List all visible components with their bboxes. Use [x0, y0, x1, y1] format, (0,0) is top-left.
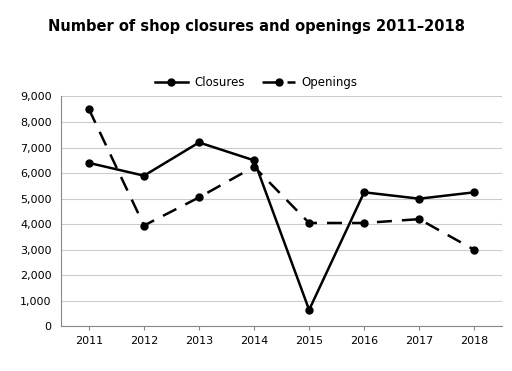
Line: Closures: Closures — [86, 139, 478, 313]
Closures — [361, 190, 367, 194]
Closures — [196, 140, 202, 145]
Closures — [471, 190, 477, 194]
Closures — [141, 174, 147, 178]
Openings — [306, 221, 312, 225]
Text: Number of shop closures and openings 2011–2018: Number of shop closures and openings 201… — [48, 19, 464, 33]
Openings — [416, 217, 422, 221]
Closures — [86, 161, 92, 165]
Openings — [471, 247, 477, 252]
Line: Openings: Openings — [86, 106, 478, 253]
Closures — [251, 158, 257, 162]
Openings — [251, 164, 257, 169]
Openings — [196, 195, 202, 200]
Openings — [141, 223, 147, 228]
Legend: Closures, Openings: Closures, Openings — [152, 73, 360, 93]
Openings — [86, 107, 92, 111]
Closures — [416, 197, 422, 201]
Closures — [306, 308, 312, 312]
Openings — [361, 221, 367, 225]
